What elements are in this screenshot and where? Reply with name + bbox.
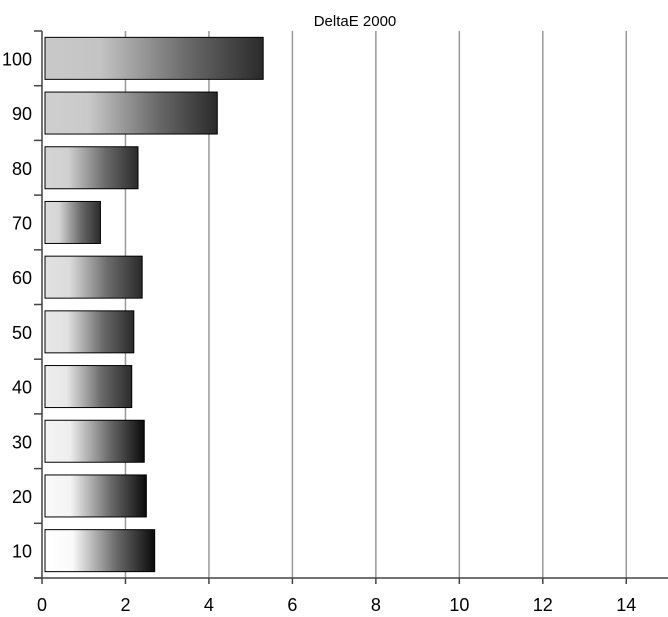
bar-80 [44, 146, 139, 190]
y-tick-label-50: 50 [12, 323, 32, 343]
x-tick-label-10: 10 [449, 595, 469, 615]
y-tick-label-90: 90 [12, 104, 32, 124]
bar-90 [44, 91, 218, 135]
y-tick-label-30: 30 [12, 432, 32, 452]
tick-labels: 0 2 4 6 8 10 12 14 10 20 30 40 50 60 70 80 90 100 [2, 49, 636, 615]
y-tick-label-60: 60 [12, 268, 32, 288]
bar-70 [44, 200, 101, 244]
x-tick-label-8: 8 [371, 595, 381, 615]
y-tick-label-10: 10 [12, 542, 32, 562]
bar-40 [44, 365, 133, 409]
bar-20 [44, 474, 147, 518]
y-tick-label-80: 80 [12, 159, 32, 179]
bar-100 [44, 36, 264, 80]
x-tick-label-14: 14 [616, 595, 636, 615]
x-tick-label-0: 0 [37, 595, 47, 615]
y-tick-label-20: 20 [12, 487, 32, 507]
axes [34, 30, 668, 584]
y-tick-label-70: 70 [12, 213, 32, 233]
x-tick-label-6: 6 [287, 595, 297, 615]
x-tick-label-4: 4 [204, 595, 214, 615]
bars [44, 36, 264, 573]
chart-title: DeltaE 2000 [314, 13, 397, 30]
bar-30 [44, 419, 145, 463]
x-tick-label-2: 2 [120, 595, 130, 615]
y-tick-label-100: 100 [2, 49, 32, 69]
bar-10 [44, 529, 156, 573]
y-tick-label-40: 40 [12, 378, 32, 398]
x-tick-label-12: 12 [533, 595, 553, 615]
bar-50 [44, 310, 135, 354]
bar-60 [44, 255, 143, 299]
